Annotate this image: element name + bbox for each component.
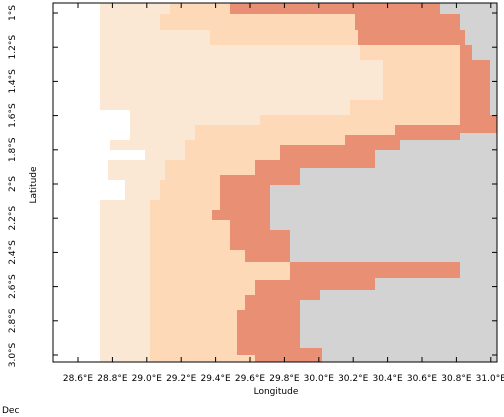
axes: 28.6°E 28.8°E 29.0°E 29.2°E 29.4°E 29.6°E 29.8…	[8, 3, 504, 384]
footer-label: Dec	[2, 406, 19, 416]
band-gray	[270, 133, 497, 362]
y-tick-label: 1.8°S	[8, 137, 18, 162]
y-tick-label: 2.6°S	[8, 274, 18, 299]
plot-frame	[52, 2, 498, 363]
x-tick-label: 30.0°E	[304, 374, 335, 384]
y-tick-label: 1.6°S	[8, 103, 18, 128]
x-tick-label: 30.2°E	[338, 374, 369, 384]
band-gray-top	[440, 3, 497, 115]
y-tick-label: 2.4°S	[8, 240, 18, 265]
x-tick-label: 31.0°E	[476, 374, 504, 384]
x-axis-label: Longitude	[254, 387, 299, 397]
y-tick-label: 2.2°S	[8, 206, 18, 231]
x-tick-label: 30.6°E	[407, 374, 438, 384]
x-tick-label: 28.6°E	[63, 374, 94, 384]
x-tick-label: 29.8°E	[269, 374, 300, 384]
x-tick-label: 28.8°E	[97, 374, 128, 384]
x-tick-label: 29.0°E	[132, 374, 163, 384]
x-tick-label: 29.2°E	[166, 374, 197, 384]
x-tick-label: 29.6°E	[235, 374, 266, 384]
x-tick-label: 29.4°E	[200, 374, 231, 384]
y-tick-label: 2°S	[8, 176, 18, 192]
y-tick-label: 1.4°S	[8, 69, 18, 94]
y-tick-label: 2.8°S	[8, 308, 18, 333]
y-tick-label: 1.2°S	[8, 35, 18, 60]
y-axis-label: Latitude	[29, 166, 39, 204]
x-tick-label: 30.4°E	[372, 374, 403, 384]
x-tick-label: 30.8°E	[441, 374, 472, 384]
y-tick-label: 3.0°S	[8, 342, 18, 367]
y-tick-label: 1°S	[8, 5, 18, 21]
